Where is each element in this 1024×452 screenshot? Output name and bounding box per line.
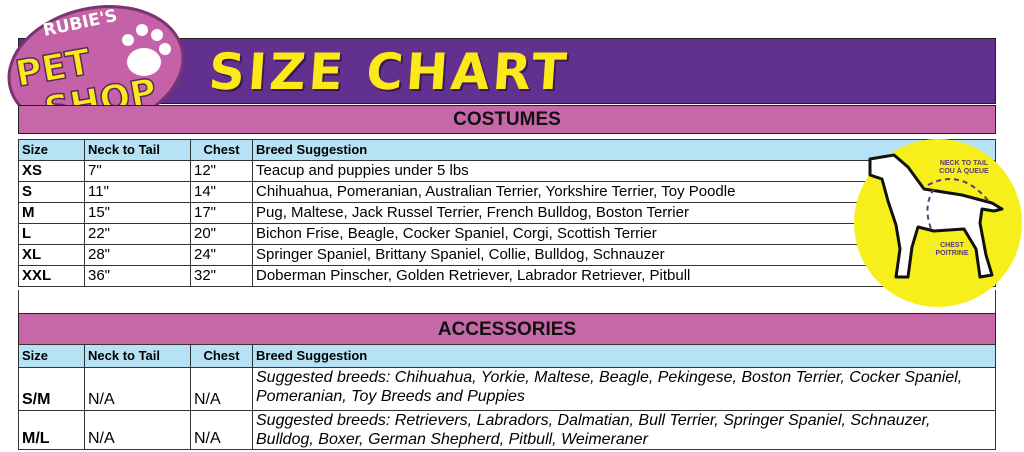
column-header: Size — [18, 344, 85, 368]
neck-to-tail-cell: 28" — [84, 244, 191, 266]
column-header: Chest — [190, 344, 253, 368]
table-row: XL 28" 24" Springer Spaniel, Brittany Spani… — [18, 244, 996, 266]
svg-text:NECK TO TAIL: NECK TO TAIL — [940, 160, 989, 167]
neck-to-tail-cell: N/A — [84, 367, 191, 411]
table-row: M 15" 17" Pug, Maltese, Jack Russel Terrier… — [18, 202, 996, 224]
table-row: L 22" 20" Bichon Frise, Beagle, Cocker Span… — [18, 223, 996, 245]
paw-icon — [122, 24, 171, 76]
size-cell: S/M — [18, 367, 85, 411]
spacer-row — [18, 290, 996, 313]
dog-silhouette-icon — [868, 153, 1004, 279]
dog-measurement-diagram: NECK TO TAIL COU À QUEUE CHEST POITRINE — [854, 139, 1022, 307]
neck-to-tail-cell: 7" — [84, 160, 191, 182]
column-header: Breed Suggestion — [252, 344, 996, 368]
chest-cell: 14" — [190, 181, 253, 203]
column-header: Breed Suggestion — [252, 139, 996, 161]
column-header: Neck to Tail — [84, 344, 191, 368]
size-cell: L — [18, 223, 85, 245]
column-header: Size — [18, 139, 85, 161]
accessories-table: Size Neck to Tail Chest Breed Suggestion… — [18, 344, 996, 450]
table-row: S 11" 14" Chihuahua, Pomeranian, Australian… — [18, 181, 996, 203]
chest-cell: 17" — [190, 202, 253, 224]
breed-cell: Doberman Pinscher, Golden Retriever, Lab… — [252, 265, 996, 287]
neck-to-tail-cell: 36" — [84, 265, 191, 287]
svg-text:CHEST: CHEST — [940, 242, 964, 249]
chest-cell: N/A — [190, 367, 253, 411]
table-row: XS 7" 12" Teacup and puppies under 5 lbs — [18, 160, 996, 182]
page-title: SIZE CHART — [206, 43, 572, 101]
chest-cell: 20" — [190, 223, 253, 245]
svg-text:POITRINE: POITRINE — [935, 250, 968, 257]
breed-cell: Pug, Maltese, Jack Russel Terrier, Frenc… — [252, 202, 996, 224]
table-header-row: Size Neck to Tail Chest Breed Suggestion — [18, 139, 996, 161]
accessories-heading: ACCESSORIES — [18, 313, 996, 345]
breed-cell: Suggested breeds: Chihuahua, Yorkie, Mal… — [252, 367, 996, 411]
table-row: M/L N/A N/A Suggested breeds: Retrievers, L… — [18, 410, 996, 450]
column-header: Neck to Tail — [84, 139, 191, 161]
breed-cell: Springer Spaniel, Brittany Spaniel, Coll… — [252, 244, 996, 266]
size-cell: S — [18, 181, 85, 203]
chest-cell: 24" — [190, 244, 253, 266]
size-cell: M — [18, 202, 85, 224]
svg-text:COU À QUEUE: COU À QUEUE — [939, 166, 989, 175]
size-cell: M/L — [18, 410, 85, 450]
table-row: S/M N/A N/A Suggested breeds: Chihuahua, Yo… — [18, 367, 996, 411]
neck-to-tail-cell: 15" — [84, 202, 191, 224]
costumes-table: Size Neck to Tail Chest Breed Suggestion… — [18, 139, 996, 287]
column-header: Chest — [190, 139, 253, 161]
size-cell: XS — [18, 160, 85, 182]
breed-cell: Chihuahua, Pomeranian, Australian Terrie… — [252, 181, 996, 203]
breed-cell: Suggested breeds: Retrievers, Labradors,… — [252, 410, 996, 450]
costumes-heading: COSTUMES — [18, 105, 996, 134]
chest-cell: 12" — [190, 160, 253, 182]
chest-cell: N/A — [190, 410, 253, 450]
chest-cell: 32" — [190, 265, 253, 287]
neck-to-tail-cell: 22" — [84, 223, 191, 245]
table-header-row: Size Neck to Tail Chest Breed Suggestion — [18, 344, 996, 368]
size-cell: XL — [18, 244, 85, 266]
size-cell: XXL — [18, 265, 85, 287]
neck-to-tail-cell: 11" — [84, 181, 191, 203]
neck-to-tail-cell: N/A — [84, 410, 191, 450]
table-row: XXL 36" 32" Doberman Pinscher, Golden Retri… — [18, 265, 996, 287]
